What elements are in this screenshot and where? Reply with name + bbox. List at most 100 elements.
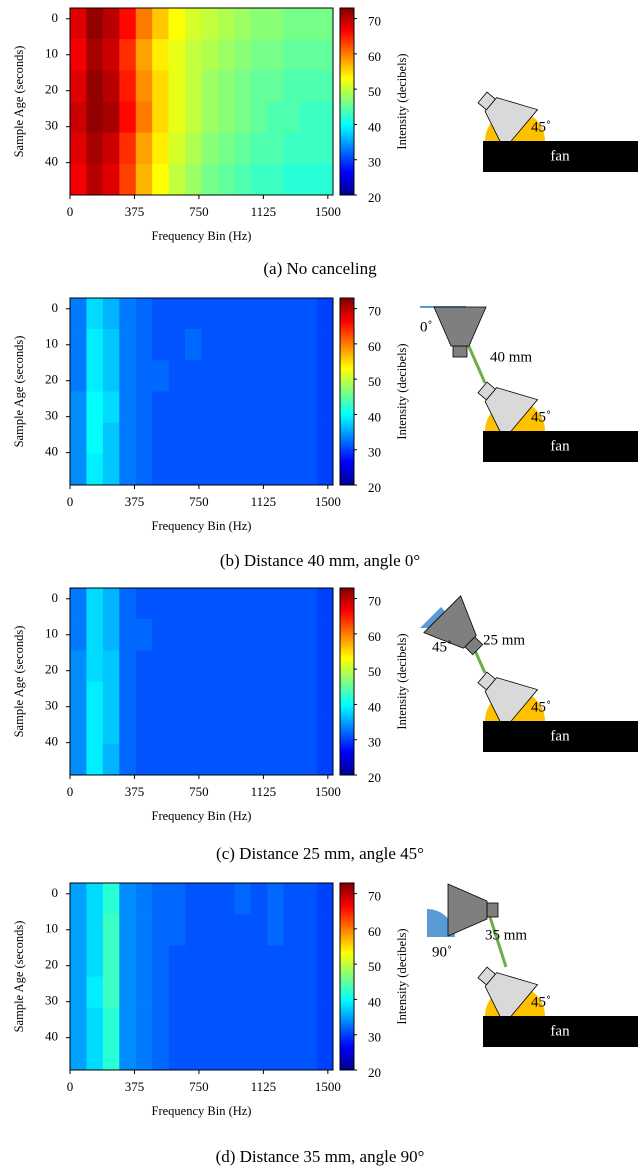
heatmap-cell	[185, 1038, 202, 1071]
heatmap-cell	[201, 883, 219, 915]
heatmap-cell	[250, 619, 268, 651]
x-tick-label: 1500	[315, 494, 341, 509]
heatmap-cell	[316, 101, 334, 133]
heatmap-cell	[201, 360, 219, 392]
heatmap-cell	[86, 945, 104, 977]
heatmap-cell	[168, 8, 186, 40]
colorbar-tick-label: 50	[368, 84, 381, 99]
heatmap-cell	[86, 883, 104, 915]
heatmap-cell	[168, 163, 186, 196]
heatmap-cell	[250, 588, 268, 620]
x-axis-label: Frequency Bin (Hz)	[152, 229, 252, 243]
heatmap-cell	[102, 650, 120, 682]
heatmap-cell	[86, 39, 104, 71]
heatmap-cell	[283, 39, 301, 71]
heatmap-cell	[250, 743, 268, 776]
heatmap-cell	[316, 619, 334, 651]
heatmap-cell	[300, 39, 317, 71]
heatmap-cell	[119, 588, 137, 620]
heatmap-cell	[250, 681, 268, 713]
heatmap-cell	[168, 453, 186, 486]
speaker-cone	[447, 883, 488, 937]
heatmap-cell	[70, 619, 87, 651]
heatmap-cell	[152, 945, 169, 977]
heatmap-cell	[283, 914, 301, 946]
heatmap-cell	[300, 914, 317, 946]
heatmap-cell	[152, 650, 169, 682]
heatmap-cell	[234, 8, 252, 40]
heatmap-cell	[70, 163, 87, 196]
heatmap-cell	[135, 976, 153, 1008]
heatmap-cell	[86, 976, 104, 1008]
x-tick-label: 1500	[315, 784, 341, 799]
colorbar-tick-label: 40	[368, 119, 381, 134]
heatmap-cell	[250, 132, 268, 165]
colorbar-label: Intensity (decibels)	[395, 928, 409, 1024]
heatmap-cell	[152, 298, 169, 330]
speaker-cone	[433, 306, 487, 347]
heatmap-cell	[234, 945, 252, 977]
heatmap-cell	[86, 422, 104, 455]
heatmap-cell	[168, 588, 186, 620]
heatmap-cell	[119, 422, 137, 455]
heatmap-cell	[250, 70, 268, 102]
caption: (d) Distance 35 mm, angle 90°	[216, 1147, 425, 1166]
heatmap-cell	[201, 132, 219, 165]
heatmap-cell	[234, 132, 252, 165]
heatmap-cell	[119, 650, 137, 682]
heatmap-cell	[119, 163, 137, 196]
heatmap-cell	[217, 945, 235, 977]
heatmap-cell	[152, 712, 169, 745]
heatmap-cell	[267, 163, 284, 196]
heatmap-cell	[86, 163, 104, 196]
heatmap-cell	[283, 8, 301, 40]
heatmap-cell	[152, 453, 169, 486]
heatmap-cell	[86, 650, 104, 682]
heatmap-cell	[152, 163, 169, 196]
x-tick-label: 1500	[315, 1079, 341, 1094]
x-tick-label: 750	[189, 494, 209, 509]
x-tick-label: 1125	[251, 784, 277, 799]
heatmap-cell	[217, 650, 235, 682]
heatmap-cell	[119, 712, 137, 745]
heatmap-cell	[234, 650, 252, 682]
heatmap-cell	[119, 39, 137, 71]
heatmap-cell	[135, 914, 153, 946]
heatmap-cell	[201, 70, 219, 102]
heatmap-cell	[250, 883, 268, 915]
heatmap-cell	[217, 8, 235, 40]
heatmap-cell	[135, 743, 153, 776]
heatmap-cell	[135, 70, 153, 102]
heatmap-cell	[168, 681, 186, 713]
heatmap-cell	[185, 70, 202, 102]
heatmap-cell	[316, 39, 334, 71]
heatmap-cell	[168, 132, 186, 165]
heatmap-cell	[300, 976, 317, 1008]
colorbar-tick-label: 20	[368, 1065, 381, 1080]
fan-label: fan	[550, 728, 570, 744]
y-tick-label: 0	[52, 10, 59, 25]
heatmap-cell	[300, 712, 317, 745]
heatmap-cell	[102, 391, 120, 423]
heatmap-cell	[201, 650, 219, 682]
heatmap-cell	[185, 883, 202, 915]
heatmap-cell	[152, 39, 169, 71]
heatmap-cell	[135, 681, 153, 713]
heatmap-cell	[217, 39, 235, 71]
heatmap-cell	[102, 914, 120, 946]
heatmap-cell	[152, 101, 169, 133]
heatmap-cell	[316, 1007, 334, 1040]
colorbar-tick-label: 50	[368, 374, 381, 389]
heatmap-cell	[300, 70, 317, 102]
heatmap-cell	[185, 681, 202, 713]
heatmap-cell	[102, 883, 120, 915]
heatmap-cell	[119, 360, 137, 392]
heatmap-cell	[168, 945, 186, 977]
heatmap-cell	[86, 743, 104, 776]
heatmap-cell	[250, 360, 268, 392]
heatmap-cell	[70, 360, 87, 392]
distance-link	[488, 916, 508, 968]
heatmap-cell	[250, 945, 268, 977]
colorbar-tick-label: 70	[368, 304, 381, 319]
